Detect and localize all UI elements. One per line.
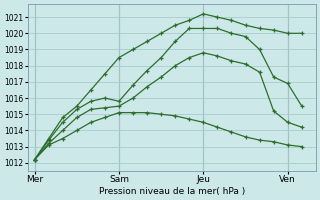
X-axis label: Pression niveau de la mer( hPa ): Pression niveau de la mer( hPa ) [99, 187, 245, 196]
